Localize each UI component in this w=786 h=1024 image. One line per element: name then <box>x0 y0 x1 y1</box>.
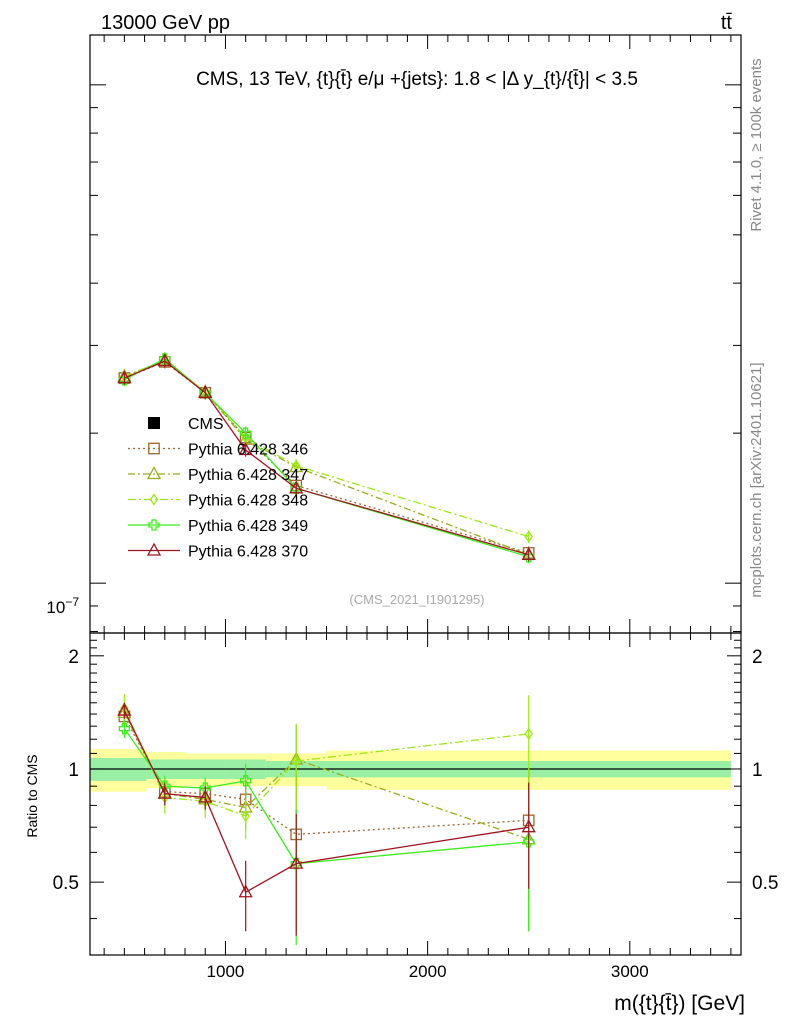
x-tick-label: 1000 <box>207 962 245 981</box>
series-marker <box>240 775 252 787</box>
ratio-axis-label: Ratio to CMS <box>24 754 40 837</box>
ratio-series-5 <box>117 702 536 936</box>
main-series-5 <box>117 353 536 562</box>
series-marker <box>148 519 160 531</box>
series-marker <box>238 442 253 456</box>
series-marker <box>524 727 534 740</box>
series-marker <box>241 809 250 823</box>
axis-ticks: 1000 2000 3000 0.5 0.5 1 1 2 2 <box>53 35 778 981</box>
series-marker <box>146 542 162 556</box>
main-y-tick-label: 10−7 <box>46 595 79 617</box>
analysis-watermark: (CMS_2021_I1901295) <box>349 592 484 607</box>
series-marker <box>523 551 535 563</box>
legend-entry: Pythia 6.428 348 <box>128 493 308 510</box>
x-tick-label: 3000 <box>611 962 649 981</box>
series-marker <box>238 884 253 898</box>
x-tick-label: 2000 <box>409 962 447 981</box>
static-layer: 13000 GeV pp tt̄ CMS, 13 TeV, {t}{t̄} e/… <box>24 12 765 1015</box>
main-series-line <box>124 359 529 538</box>
ratio-series-2 <box>117 703 536 932</box>
legend-label: Pythia 6.428 370 <box>188 544 308 561</box>
ratio-panel-frame <box>89 632 742 956</box>
legend-label: Pythia 6.428 348 <box>188 493 308 510</box>
main-series-1 <box>118 355 535 560</box>
series-marker <box>524 530 534 543</box>
legend-entry: Pythia 6.428 347 <box>128 466 308 484</box>
axes-frames <box>89 34 742 956</box>
cms-uncertainty-bands <box>90 749 731 792</box>
legend-cms-label: CMS <box>188 416 224 433</box>
series-marker <box>117 370 132 384</box>
series-marker <box>199 782 211 794</box>
series-marker <box>291 459 301 472</box>
header-energy-label: 13000 GeV pp <box>101 12 230 34</box>
main-series-3 <box>120 353 534 544</box>
ratio-y-tick-label-right: 1 <box>752 760 763 781</box>
main-series-4 <box>118 352 535 564</box>
legend-label: Pythia 6.428 346 <box>188 442 308 459</box>
series-marker <box>523 836 535 848</box>
series-marker <box>149 493 159 506</box>
ratio-y-tick-label: 0.5 <box>53 873 79 894</box>
main-series-line <box>124 358 529 558</box>
header-process-label: tt̄ <box>721 12 733 34</box>
series-marker <box>157 353 172 367</box>
rivet-version-label: Rivet 4.1.0, ≥ 100k events <box>748 58 765 231</box>
series-marker <box>148 442 160 455</box>
main-series-line <box>124 360 529 556</box>
main-series-line <box>124 359 529 556</box>
series-marker <box>521 819 536 833</box>
legend-entry: Pythia 6.428 346 <box>128 442 308 459</box>
series-marker <box>118 723 131 735</box>
ratio-y-tick-label-right: 2 <box>752 647 763 668</box>
series-marker <box>146 466 162 480</box>
legend: CMS Pythia 6.428 346 Pythia 6.428 347 Pythi… <box>128 416 308 561</box>
series-marker <box>289 480 304 494</box>
main-series-2 <box>117 352 536 562</box>
series-marker <box>117 702 132 716</box>
ratio-series-line <box>123 728 529 865</box>
ratio-y-tick-label-right: 0.5 <box>752 873 778 894</box>
main-y-tick-exponent: −7 <box>65 595 79 609</box>
series-marker <box>240 427 252 439</box>
legend-label: Pythia 6.428 347 <box>188 467 308 484</box>
main-series-line <box>124 361 529 554</box>
ratio-y-tick-label: 1 <box>68 760 79 781</box>
series-marker <box>289 855 304 869</box>
ratio-y-tick-label: 2 <box>68 647 79 668</box>
plot-title: CMS, 13 TeV, {t}{t̄} e/μ +{jets}: 1.8 < … <box>196 69 638 90</box>
ratio-series-line <box>123 710 529 894</box>
legend-entry: Pythia 6.428 370 <box>128 542 308 561</box>
legend-entry: Pythia 6.428 349 <box>128 518 308 535</box>
series-marker <box>198 789 213 803</box>
ratio-series-line <box>123 708 529 817</box>
source-label: mcplots.cern.ch [arXiv:2401.10621] <box>748 362 765 597</box>
series-marker <box>198 384 213 398</box>
series-marker <box>159 353 171 365</box>
legend-cms-marker <box>148 417 160 429</box>
series-marker <box>521 546 536 560</box>
x-axis-label: m({t}{t̄}) [GeV] <box>614 992 745 1015</box>
series-marker <box>157 785 172 799</box>
main-y-tick-base: 10 <box>46 598 65 617</box>
legend-label: Pythia 6.428 349 <box>188 518 308 535</box>
series-marker <box>291 754 301 768</box>
